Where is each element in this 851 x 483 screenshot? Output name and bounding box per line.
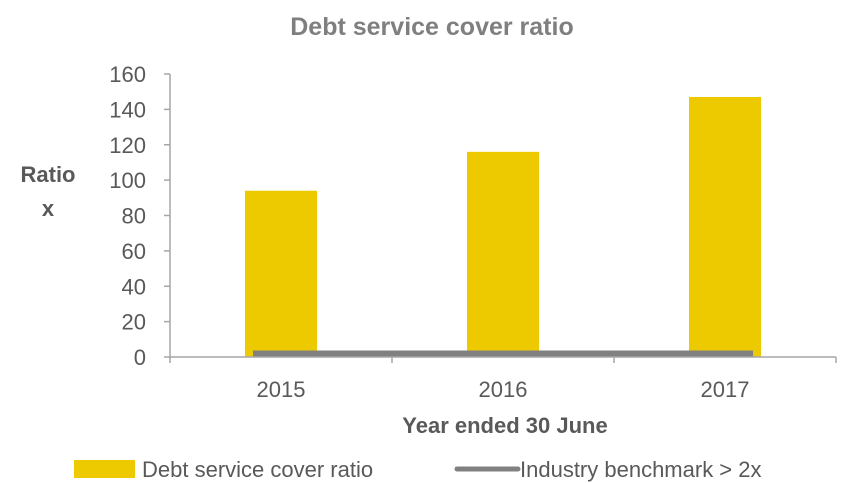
x-tick-label: 2017 — [701, 377, 750, 402]
x-axis-ticks: 2015 2016 2017 — [169, 357, 837, 402]
x-tick-label: 2015 — [257, 377, 306, 402]
legend-bar-label: Debt service cover ratio — [142, 457, 373, 482]
legend-bar-swatch — [74, 460, 135, 478]
y-tick-label: 0 — [134, 345, 146, 370]
chart-title: Debt service cover ratio — [290, 13, 573, 41]
y-tick-label: 100 — [109, 168, 146, 193]
bar-2016 — [467, 151, 539, 357]
y-tick-label: 20 — [122, 310, 146, 335]
bar-2017 — [689, 96, 761, 358]
y-tick-label: 80 — [122, 204, 146, 229]
legend-line-label: Industry benchmark > 2x — [520, 457, 762, 482]
y-axis-label-line-1: Ratio — [21, 162, 76, 187]
y-tick-label: 120 — [109, 133, 146, 158]
x-tick-label: 2016 — [479, 377, 528, 402]
y-tick-label: 140 — [109, 97, 146, 122]
y-tick-label: 160 — [109, 62, 146, 87]
y-tick-label: 60 — [122, 239, 146, 264]
y-axis-label-line-2: x — [42, 196, 55, 221]
axes — [169, 74, 836, 358]
bars — [245, 96, 761, 358]
y-axis-ticks: 0 20 40 60 80 100 120 140 160 — [109, 62, 170, 370]
bar-2015 — [245, 190, 317, 357]
legend: Debt service cover ratio Industry benchm… — [74, 457, 762, 482]
x-axis-label: Year ended 30 June — [402, 413, 607, 438]
y-tick-label: 40 — [122, 274, 146, 299]
